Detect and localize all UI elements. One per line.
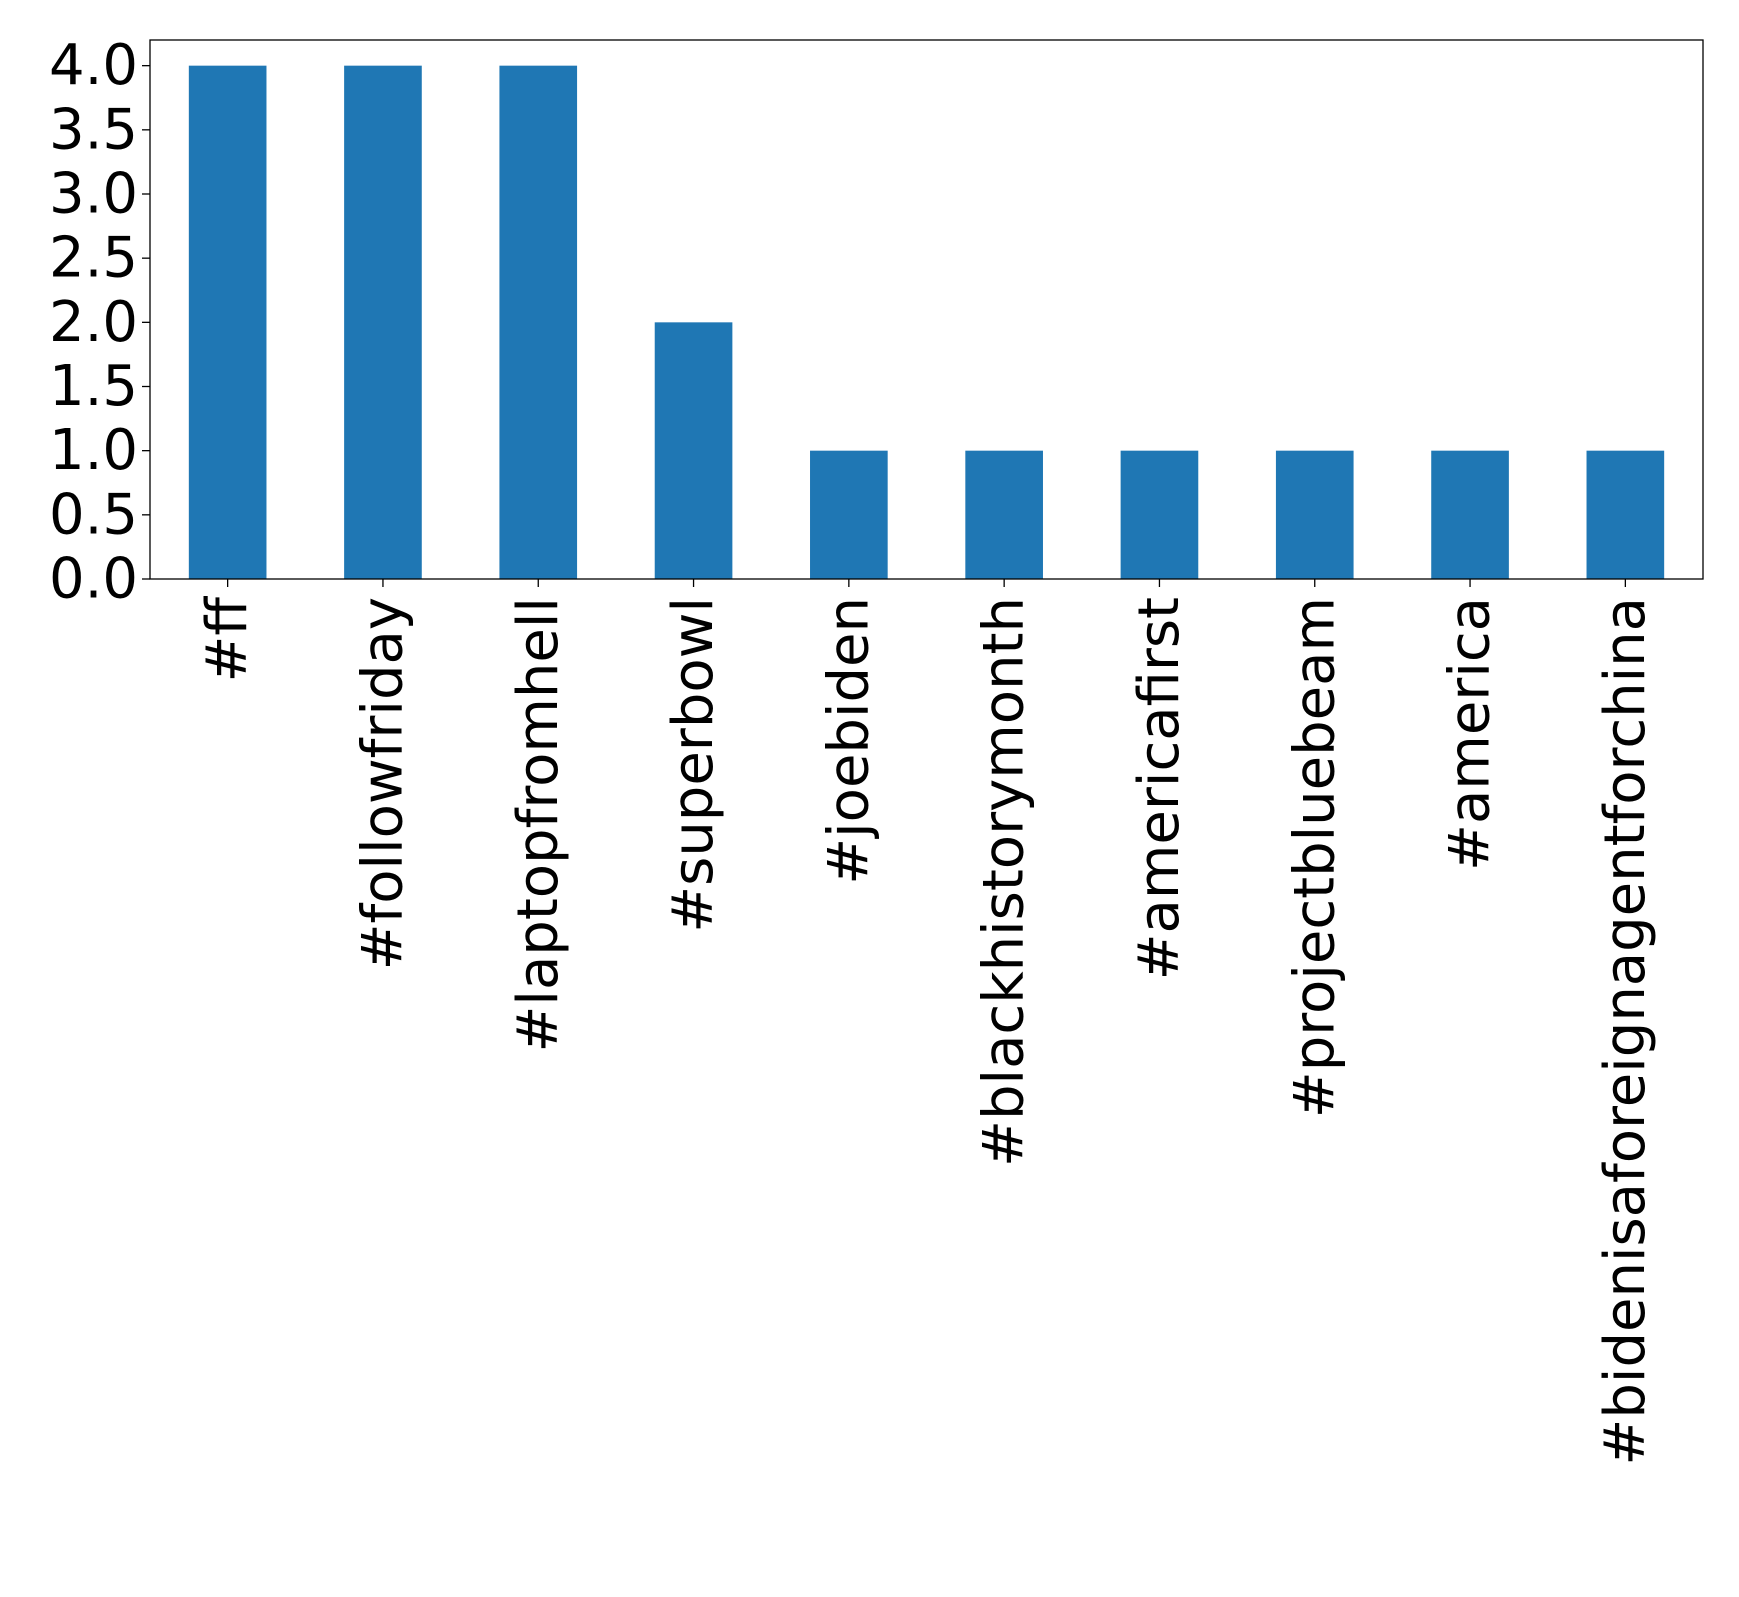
bar-9 xyxy=(1586,450,1665,579)
bar-8 xyxy=(1431,450,1509,579)
x-tick-label: #projectbluebeam xyxy=(1282,597,1347,1118)
bar-0 xyxy=(188,65,267,579)
x-tick-label: #ff xyxy=(195,596,260,683)
y-tick-label: 1.0 xyxy=(49,418,138,483)
y-axis: 0.00.51.01.52.02.53.03.54.0 xyxy=(49,33,150,612)
x-tick-label: #superbowl xyxy=(661,597,726,933)
y-tick-label: 4.0 xyxy=(49,33,138,98)
bar-3 xyxy=(654,322,733,579)
bar-7 xyxy=(1275,450,1354,579)
plot-frame xyxy=(149,39,1704,580)
y-tick-label: 3.5 xyxy=(49,97,138,162)
x-tick-label: #laptopfromhell xyxy=(506,597,571,1053)
x-tick-label: #followfriday xyxy=(350,597,415,970)
bar-5 xyxy=(965,450,1043,579)
bar-1 xyxy=(344,65,422,579)
x-axis: #ff #followfriday #laptopfromhell #superbow… xyxy=(195,579,1658,1466)
y-tick-label: 3.0 xyxy=(49,162,138,227)
bars-group xyxy=(188,65,1665,579)
y-tick-label: 0.0 xyxy=(49,547,138,612)
y-tick-label: 2.5 xyxy=(49,226,138,291)
y-tick-label: 2.0 xyxy=(49,290,138,355)
x-tick-label: #americafirst xyxy=(1127,597,1192,980)
y-tick-label: 1.5 xyxy=(49,354,138,419)
x-tick-label: #blackhistorymonth xyxy=(972,597,1037,1167)
bar-2 xyxy=(499,65,578,579)
x-tick-label: #joebiden xyxy=(816,597,881,885)
bar-6 xyxy=(1120,450,1199,579)
x-tick-label: #bidenisaforeignagentforchina xyxy=(1593,597,1658,1466)
y-tick-label: 0.5 xyxy=(49,482,138,547)
x-tick-label: #america xyxy=(1438,597,1503,871)
bar-4 xyxy=(810,450,888,579)
